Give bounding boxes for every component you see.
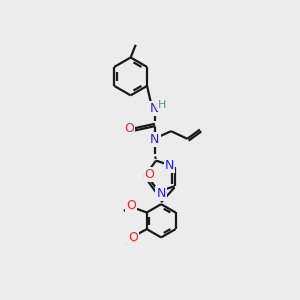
Text: N: N [156,187,166,200]
Text: O: O [126,199,136,212]
Text: N: N [150,102,160,115]
Text: N: N [165,159,174,172]
Text: O: O [124,122,134,135]
Text: O: O [128,231,138,244]
Text: N: N [150,133,160,146]
Text: H: H [158,100,166,110]
Text: O: O [145,168,154,181]
